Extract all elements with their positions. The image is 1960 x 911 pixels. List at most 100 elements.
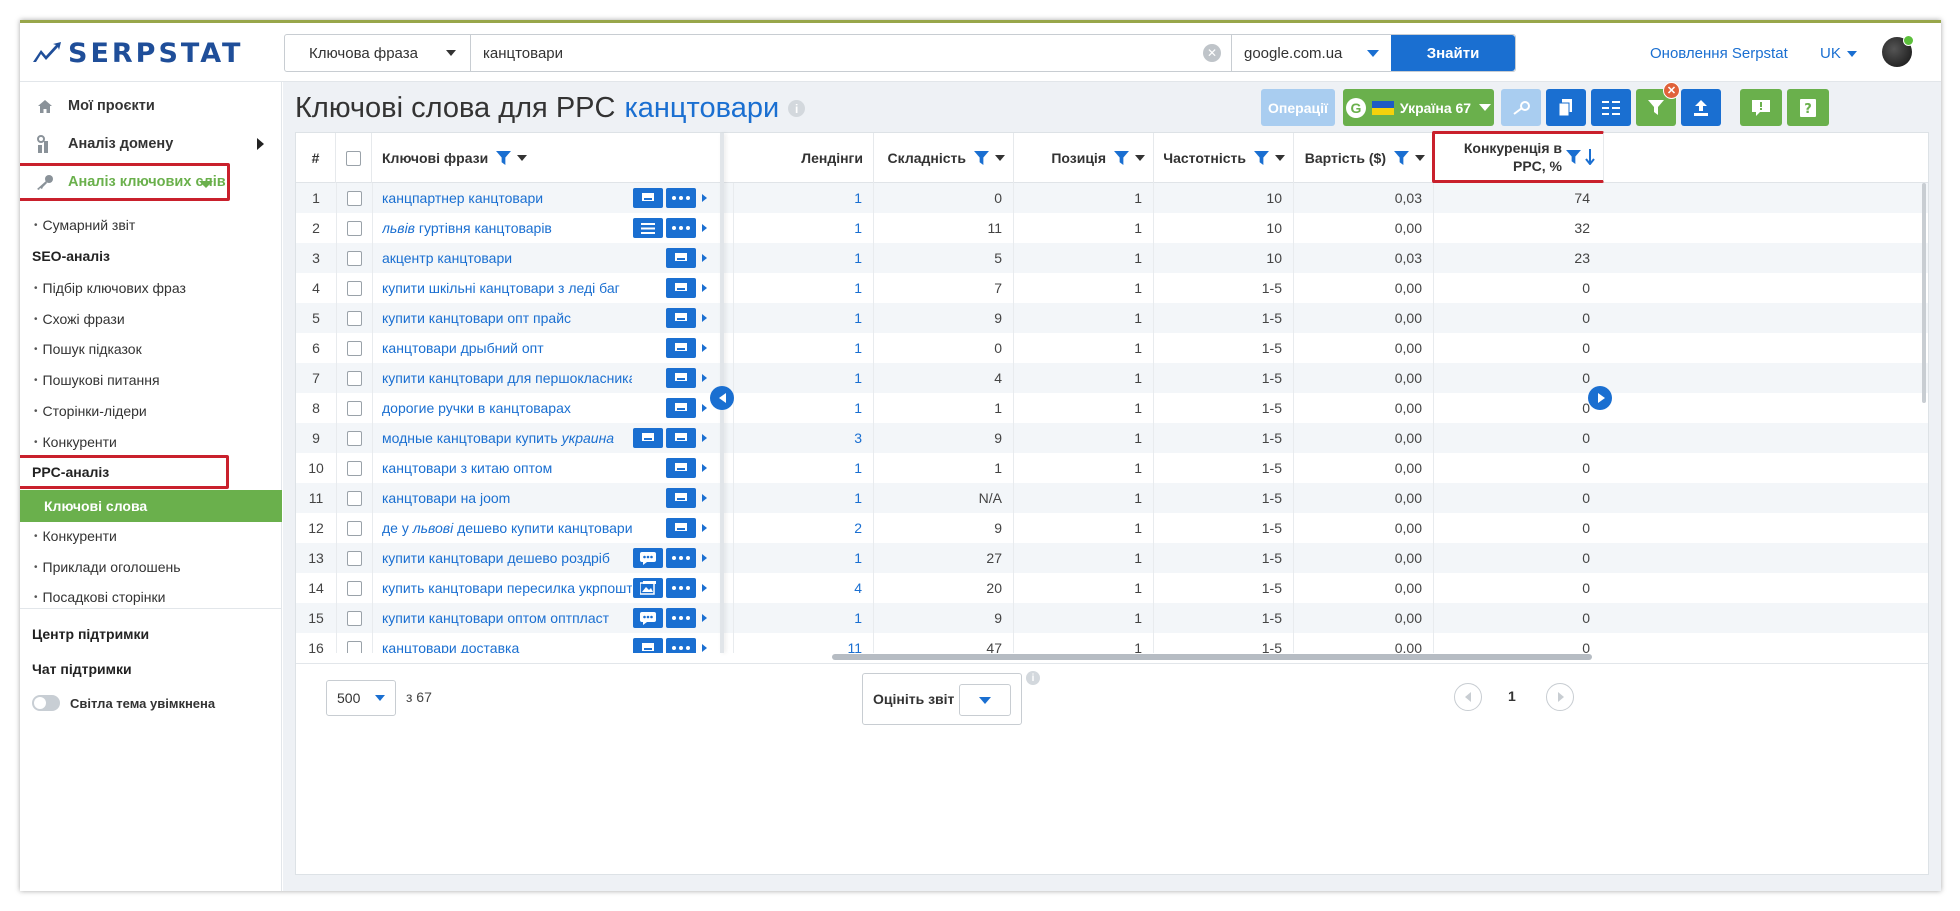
filter-icon[interactable] <box>1254 151 1269 165</box>
keyword-link[interactable]: купити канцтовари для першокласника <box>382 370 632 386</box>
copy-button[interactable] <box>1546 89 1586 126</box>
row-checkbox[interactable] <box>346 310 362 326</box>
expand-row-icon[interactable] <box>702 554 707 562</box>
more-options-icon[interactable] <box>666 578 696 598</box>
sidebar-item-ppc-keywords[interactable]: Ключові слова <box>20 490 282 522</box>
clear-search-icon[interactable]: ✕ <box>1203 44 1221 62</box>
next-page-button[interactable] <box>1546 683 1574 711</box>
prev-page-button[interactable] <box>1454 683 1482 711</box>
col-header-cost[interactable]: Вартість ($) <box>1294 133 1434 183</box>
row-checkbox[interactable] <box>346 550 362 566</box>
ad-preview-icon[interactable] <box>666 368 696 388</box>
landings-cell[interactable]: 1 <box>854 190 862 206</box>
col-header-competition[interactable]: Конкуренція в PPC, % <box>1432 131 1604 183</box>
ad-preview-icon[interactable] <box>666 278 696 298</box>
more-options-icon[interactable] <box>666 218 696 238</box>
landings-cell[interactable]: 1 <box>854 490 862 506</box>
sort-caret-icon[interactable] <box>995 155 1005 161</box>
feedback-button[interactable] <box>1740 89 1782 126</box>
sidebar-item-ppc-competitors[interactable]: Конкуренти <box>20 522 282 550</box>
expand-row-icon[interactable] <box>702 314 707 322</box>
row-checkbox[interactable] <box>346 460 362 476</box>
help-button[interactable]: ? <box>1787 89 1829 126</box>
updates-link[interactable]: Оновлення Serpstat <box>1650 45 1788 62</box>
sidebar-item-suggestions[interactable]: Пошук підказок <box>20 335 282 363</box>
landings-cell[interactable]: 1 <box>854 550 862 566</box>
sidebar-item-landing-pages[interactable]: Посадкові сторінки <box>20 583 282 611</box>
landings-cell[interactable]: 1 <box>854 250 862 266</box>
search-database-select[interactable]: google.com.ua <box>1231 35 1391 71</box>
ad-preview-icon[interactable] <box>666 488 696 508</box>
landings-cell[interactable]: 1 <box>854 460 862 476</box>
keyword-link[interactable]: канцтовари з китаю оптом <box>382 460 552 476</box>
row-checkbox[interactable] <box>346 280 362 296</box>
landings-cell[interactable]: 2 <box>854 520 862 536</box>
ad-preview-icon[interactable] <box>666 308 696 328</box>
expand-row-icon[interactable] <box>702 224 707 232</box>
keyword-link[interactable]: купить канцтовари пересилка укрпоштою <box>382 580 632 596</box>
sort-caret-icon[interactable] <box>1135 155 1145 161</box>
expand-row-icon[interactable] <box>702 494 707 502</box>
ad-text-icon[interactable] <box>633 548 663 568</box>
col-header-position[interactable]: Позиція <box>1014 133 1154 183</box>
rate-report-select[interactable] <box>959 684 1011 716</box>
serpstat-logo[interactable]: SERPSTAT <box>32 38 243 69</box>
search-button[interactable]: Знайти <box>1391 35 1515 71</box>
col-header-difficulty[interactable]: Складність <box>874 133 1014 183</box>
landings-cell[interactable]: 1 <box>854 370 862 386</box>
info-icon[interactable]: i <box>788 100 806 117</box>
sidebar-heading-seo[interactable]: SEO-аналіз <box>20 242 282 270</box>
more-options-icon[interactable] <box>666 608 696 628</box>
expand-row-icon[interactable] <box>702 374 707 382</box>
keyword-link[interactable]: канцпартнер канцтовари <box>382 190 543 206</box>
row-checkbox[interactable] <box>346 400 362 416</box>
columns-button[interactable] <box>1591 89 1631 126</box>
expand-row-icon[interactable] <box>702 194 707 202</box>
sidebar-heading-ppc[interactable]: PPC-аналіз <box>20 455 229 489</box>
expand-row-icon[interactable] <box>702 524 707 532</box>
filter-icon[interactable] <box>1114 151 1129 165</box>
col-header-landings[interactable]: Лендінги <box>734 133 874 183</box>
landings-cell[interactable]: 1 <box>854 340 862 356</box>
row-checkbox[interactable] <box>346 640 362 653</box>
landings-cell[interactable]: 1 <box>854 610 862 626</box>
ad-preview-icon[interactable] <box>666 338 696 358</box>
expand-row-icon[interactable] <box>702 584 707 592</box>
keyword-link[interactable]: канцтовари доставка <box>382 640 519 653</box>
keyword-link[interactable]: купити шкільні канцтовари з леді баг <box>382 280 620 296</box>
filter-icon[interactable] <box>974 151 989 165</box>
col-header-frequency[interactable]: Частотність <box>1154 133 1294 183</box>
horizontal-scrollbar[interactable] <box>832 654 1592 660</box>
expand-row-icon[interactable] <box>702 614 707 622</box>
keyword-link[interactable]: де у львові дешево купити канцтовари <box>382 520 632 536</box>
list-icon[interactable] <box>633 218 663 238</box>
sidebar-item-summary[interactable]: Сумарний звіт <box>20 211 282 239</box>
filter-icon[interactable] <box>496 151 512 165</box>
landings-cell[interactable]: 1 <box>854 310 862 326</box>
ad-preview-icon[interactable] <box>666 428 696 448</box>
row-checkbox[interactable] <box>346 340 362 356</box>
keyword-link[interactable]: канцтовари дрыбний опт <box>382 340 544 356</box>
sidebar-item-ad-examples[interactable]: Приклади оголошень <box>20 553 282 581</box>
landings-cell[interactable]: 1 <box>854 400 862 416</box>
sidebar-item-domain-analysis[interactable]: Аналіз домену <box>20 125 282 163</box>
scroll-left-button[interactable] <box>710 386 734 410</box>
ad-preview-icon[interactable] <box>666 518 696 538</box>
ad-preview-icon[interactable] <box>633 428 663 448</box>
more-options-icon[interactable] <box>666 188 696 208</box>
landings-cell[interactable]: 1 <box>854 220 862 236</box>
row-checkbox[interactable] <box>346 250 362 266</box>
expand-row-icon[interactable] <box>702 284 707 292</box>
sidebar-support-chat[interactable]: Чат підтримки <box>20 652 282 686</box>
keyword-link[interactable]: купити канцтовари дешево роздріб <box>382 550 610 566</box>
search-type-select[interactable]: Ключова фраза <box>285 35 471 71</box>
keyword-link[interactable]: канцтовари на joom <box>382 490 510 506</box>
keyword-link[interactable]: дорогие ручки в канцтоварах <box>382 400 571 416</box>
sidebar-item-questions[interactable]: Пошукові питання <box>20 366 282 394</box>
row-checkbox[interactable] <box>346 490 362 506</box>
operations-button[interactable]: Операції <box>1261 89 1335 126</box>
user-avatar[interactable] <box>1882 35 1914 67</box>
ad-text-icon[interactable] <box>633 608 663 628</box>
ad-preview-icon[interactable] <box>666 458 696 478</box>
keyword-link[interactable]: купити канцтовари оптом оптпласт <box>382 610 609 626</box>
